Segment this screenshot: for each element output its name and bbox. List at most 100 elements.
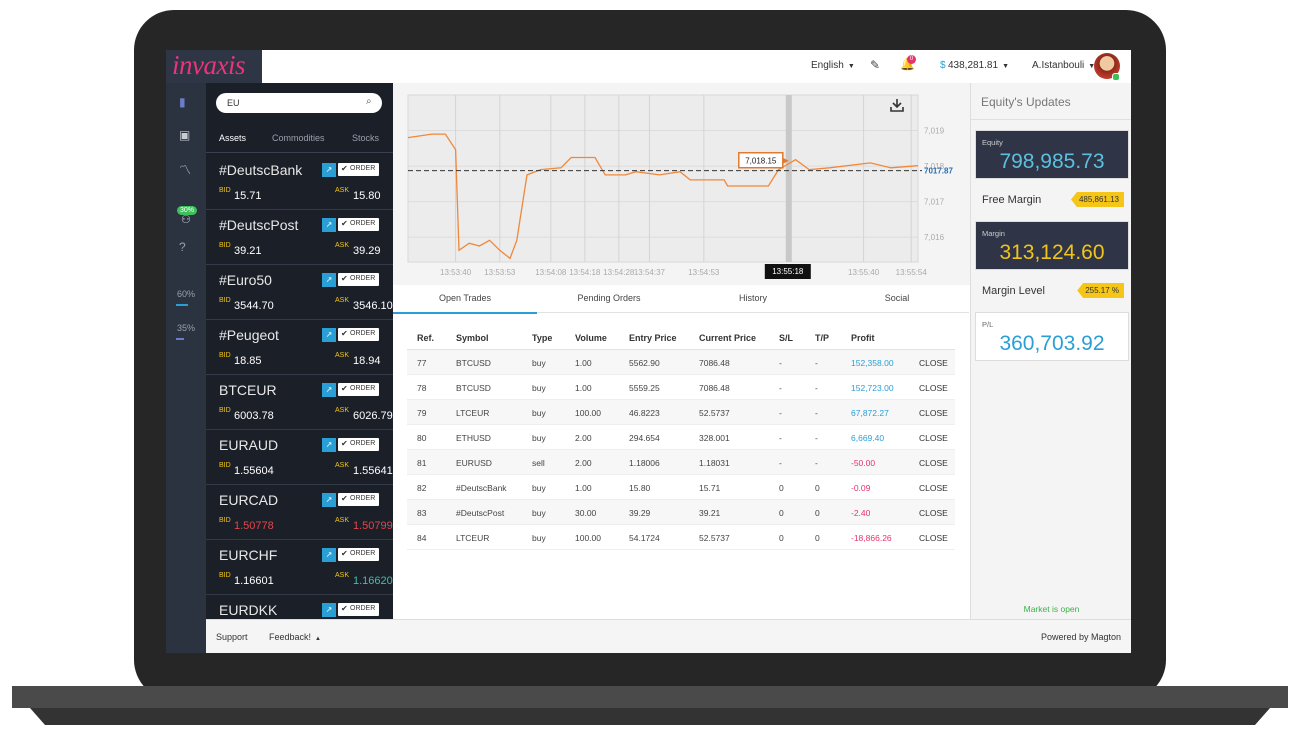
asset-name: #Peugeot	[219, 327, 279, 343]
asset-item[interactable]: #DeutscPost ↗ ORDER ✔ BID 39.21 ASK 39.29	[206, 210, 393, 265]
trade-tab[interactable]: Social	[825, 285, 969, 313]
trade-tab[interactable]: History	[681, 285, 825, 313]
table-cell: 84	[417, 533, 427, 543]
order-button[interactable]: ORDER ✔	[338, 548, 379, 561]
balance[interactable]: 438,281.81 ▼	[948, 60, 1009, 71]
trade-tab[interactable]: Open Trades	[393, 285, 537, 314]
table-cell: -	[815, 458, 818, 468]
level-label: 60%	[177, 289, 196, 299]
nav-icon[interactable]: ⚇	[181, 214, 191, 226]
close-button[interactable]: CLOSE	[919, 358, 948, 368]
icon-sidebar: ▮ ▣ 〽 30% ⚇? 60% 35%	[166, 83, 206, 653]
nav-icon[interactable]: ▣	[179, 128, 191, 142]
chart-button[interactable]: ↗	[322, 603, 336, 617]
trade-tab[interactable]: Pending Orders	[537, 285, 681, 313]
table-cell: -	[815, 408, 818, 418]
close-button[interactable]: CLOSE	[919, 533, 948, 543]
close-button[interactable]: CLOSE	[919, 483, 948, 493]
chart-button[interactable]: ↗	[322, 273, 336, 287]
asset-item[interactable]: #Peugeot ↗ ORDER ✔ BID 18.85 ASK 18.94	[206, 320, 393, 375]
chart-button[interactable]: ↗	[322, 548, 336, 562]
asset-tab[interactable]: Stocks	[352, 133, 380, 143]
stat-card: Margin 313,124.60	[975, 221, 1129, 270]
nav-icon[interactable]: ▮	[179, 95, 186, 109]
asset-item[interactable]: BTCEUR ↗ ORDER ✔ BID 6003.78 ASK 6026.79	[206, 375, 393, 430]
close-button[interactable]: CLOSE	[919, 408, 948, 418]
stat-value: 360,703.92	[999, 332, 1105, 355]
ask-value: 3546.10	[353, 300, 393, 312]
search-box[interactable]: EU ⌕	[216, 93, 382, 113]
asset-tab[interactable]: Commodities	[272, 133, 325, 143]
order-button[interactable]: ORDER ✔	[338, 603, 379, 616]
x-tick-label: 13:55:54	[896, 268, 928, 277]
asset-name: EURAUD	[219, 437, 279, 453]
close-button[interactable]: CLOSE	[919, 383, 948, 393]
order-button[interactable]: ORDER ✔	[338, 273, 379, 286]
table-cell: 2.00	[575, 458, 592, 468]
main-panel: 7,016 7,017 7,018 7,019 13:53:40 13:53:53 13:5…	[393, 83, 970, 619]
order-button[interactable]: ORDER ✔	[338, 493, 379, 506]
table-cell: 152,358.00	[851, 358, 894, 368]
footer-link[interactable]: Support	[216, 632, 248, 642]
chart-button[interactable]: ↗	[322, 383, 336, 397]
caret: ▼	[1088, 63, 1096, 70]
order-button[interactable]: ORDER ✔	[338, 218, 379, 231]
y-tick-label: 7,019	[924, 127, 945, 136]
table-cell: ETHUSD	[456, 433, 491, 443]
check: ✔	[341, 274, 348, 283]
asset-item[interactable]: #Euro50 ↗ ORDER ✔ BID 3544.70 ASK 3546.10	[206, 265, 393, 320]
chart-button[interactable]: ↗	[322, 163, 336, 177]
ask-label: ASK	[335, 462, 350, 469]
order-button[interactable]: ORDER ✔	[338, 383, 379, 396]
bid-label: BID	[219, 407, 231, 414]
x-tick-label: 13:54:18	[569, 268, 601, 277]
table-cell: -	[815, 358, 818, 368]
asset-tab-border	[206, 152, 393, 153]
asset-item[interactable]: EURCHF ↗ ORDER ✔ BID 1.16601 ASK 1.16620	[206, 540, 393, 595]
asset-item[interactable]: #DeutscBank ↗ ORDER ✔ BID 15.71 ASK 15.80	[206, 155, 393, 210]
stat-card: Equity 798,985.73	[975, 130, 1129, 179]
bid-label: BID	[219, 352, 231, 359]
chart-button[interactable]: ↗	[322, 438, 336, 452]
asset-item[interactable]: EURCAD ↗ ORDER ✔ BID 1.50778 ASK 1.50799	[206, 485, 393, 540]
asset-item[interactable]: EURDKK ↗ ORDER ✔	[206, 595, 393, 619]
order-button[interactable]: ORDER ✔	[338, 328, 379, 341]
table-cell: 2.00	[575, 433, 592, 443]
chart-button[interactable]: ↗	[322, 493, 336, 507]
close-button[interactable]: CLOSE	[919, 458, 948, 468]
help-icon[interactable]: ?	[179, 240, 186, 254]
ask-value: 39.29	[353, 245, 381, 257]
asset-tab[interactable]: Assets	[219, 133, 247, 143]
table-row	[407, 350, 955, 375]
caret: ▼	[1002, 63, 1009, 70]
table-row	[407, 450, 955, 475]
table-cell: buy	[532, 483, 546, 493]
table-cell: EURUSD	[456, 458, 492, 468]
trade-tab-label: Open Trades	[438, 293, 492, 303]
ask-label: ASK	[335, 407, 350, 414]
language-select[interactable]: English ▼	[811, 60, 855, 71]
pin-icon[interactable]: ✎	[870, 58, 881, 72]
ask-value: 1.55641	[353, 465, 393, 477]
chart-button[interactable]: ↗	[322, 328, 336, 342]
table-cell: 5562.90	[629, 358, 660, 368]
order-button[interactable]: ORDER ✔	[338, 163, 379, 176]
table-cell: LTCEUR	[456, 408, 490, 418]
current-price-label: 7017.87	[924, 167, 953, 176]
table-cell: BTCUSD	[456, 358, 491, 368]
order-button[interactable]: ORDER ✔	[338, 438, 379, 451]
asset-item[interactable]: EURAUD ↗ ORDER ✔ BID 1.55604 ASK 1.55641	[206, 430, 393, 485]
x-tick-label: 13:53:53	[484, 268, 516, 277]
nav-icon[interactable]: 〽	[179, 163, 192, 177]
table-cell: 52.5737	[699, 533, 730, 543]
table-cell: buy	[532, 383, 546, 393]
close-button[interactable]: CLOSE	[919, 433, 948, 443]
chart-button[interactable]: ↗	[322, 218, 336, 232]
user-name[interactable]: A.Istanbouli ▼	[1032, 60, 1096, 71]
footer-link[interactable]: Feedback! ▲	[269, 632, 321, 642]
ask-label: ASK	[335, 572, 350, 579]
close-button[interactable]: CLOSE	[919, 508, 948, 518]
asset-panel: EU ⌕ Assets Commodities Stocks #DeutscBank ↗ OR…	[206, 83, 393, 619]
table-cell: 0	[779, 533, 784, 543]
nav-badge: 30%	[177, 206, 198, 215]
